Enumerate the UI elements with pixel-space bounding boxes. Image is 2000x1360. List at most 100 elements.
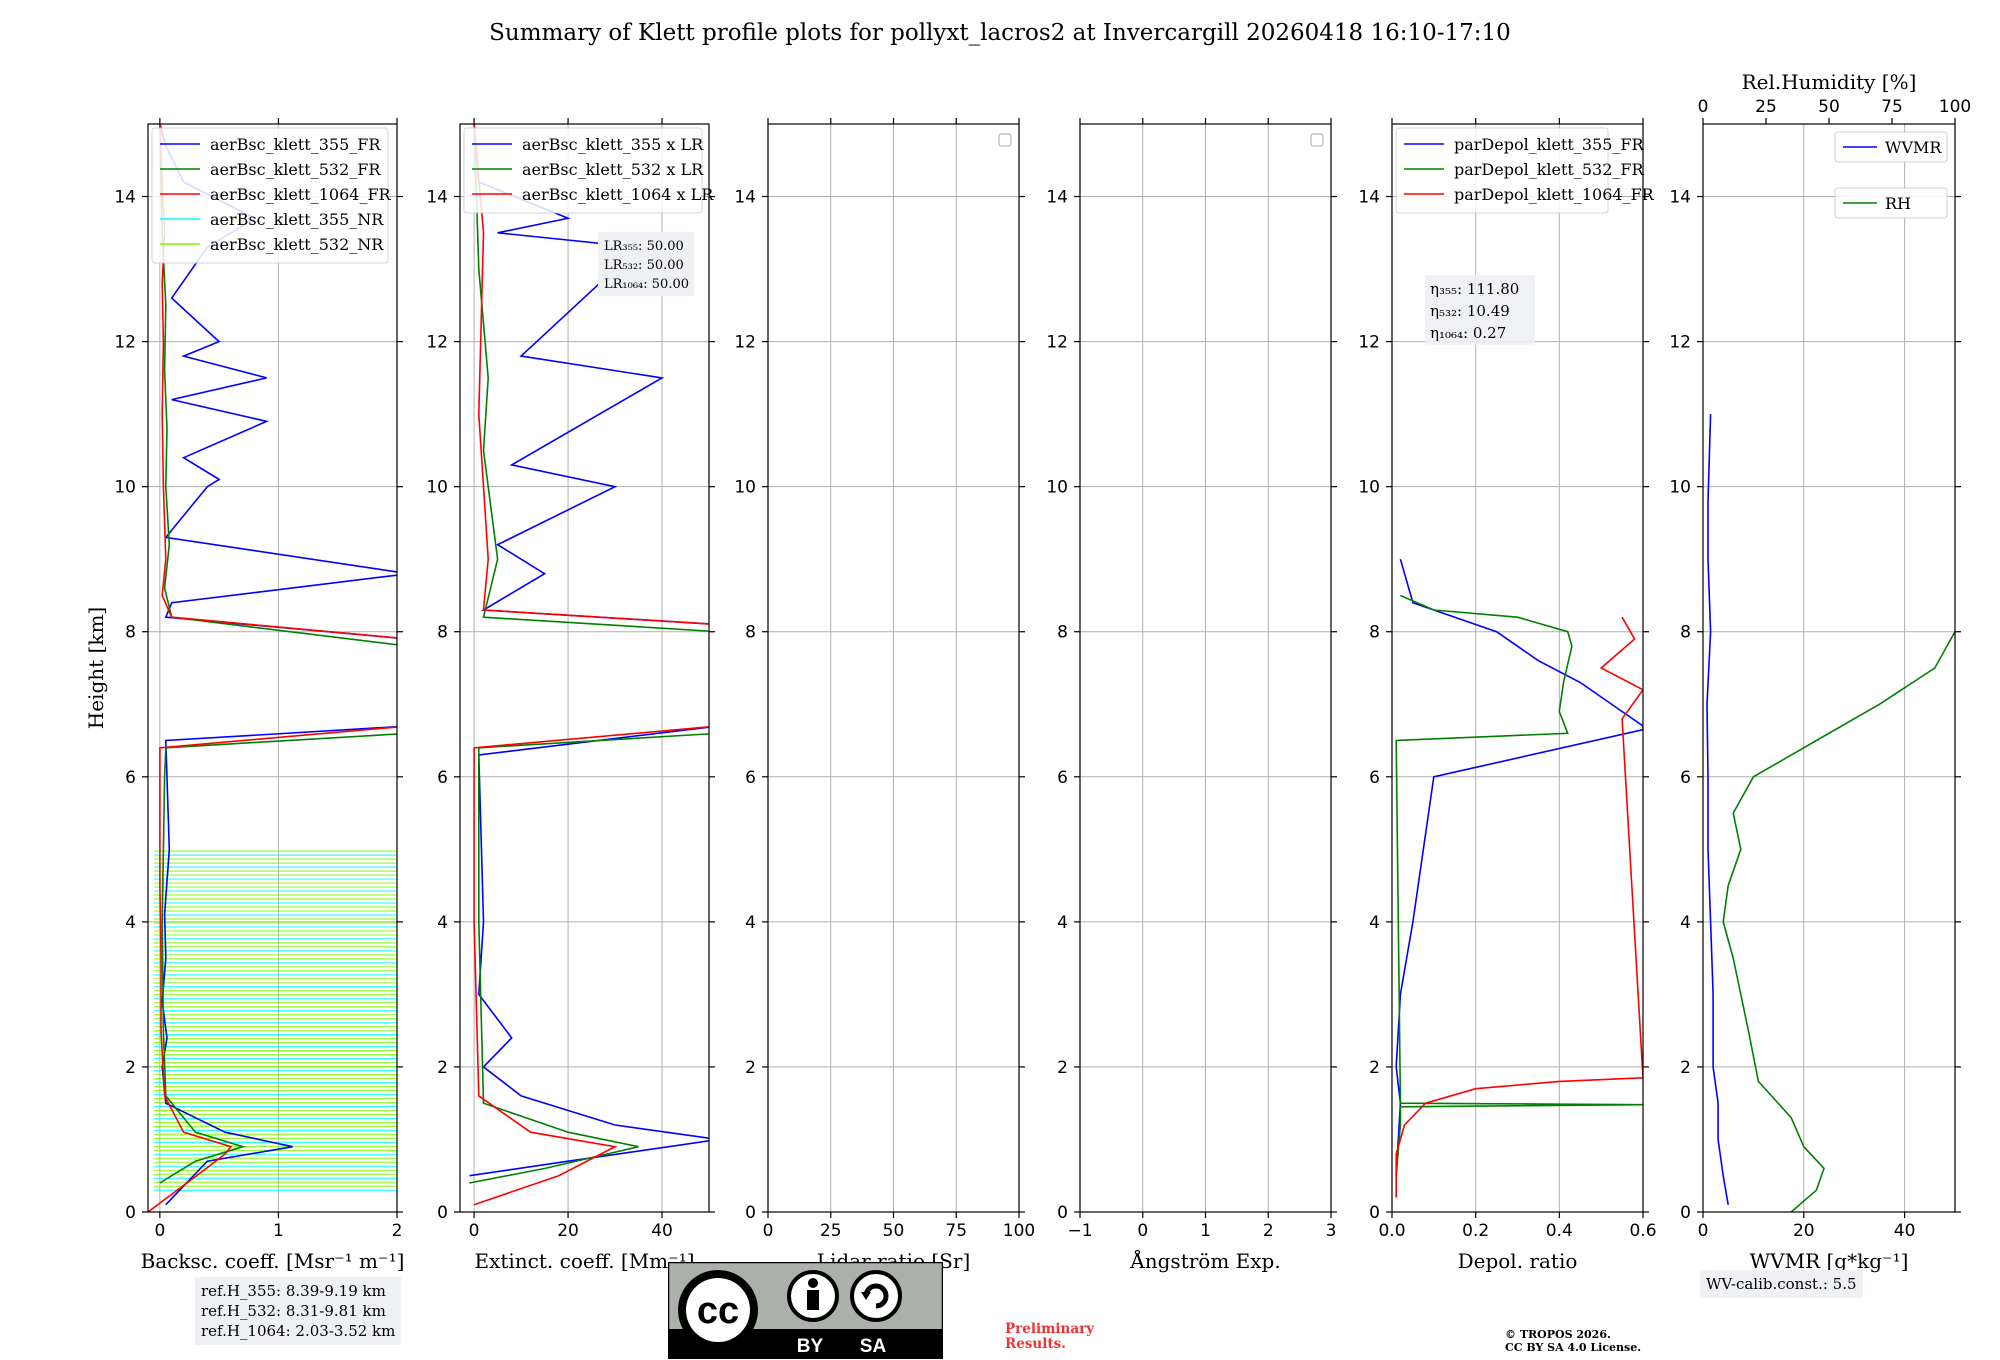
x-tick-label: 0 [1137, 1221, 1148, 1241]
legend-label: aerBsc_klett_355 x LR [522, 135, 704, 154]
y-tick-label: 14 [1358, 188, 1380, 208]
y-tick-label: 8 [1680, 623, 1691, 643]
x-tick-label: 3 [1326, 1221, 1337, 1241]
legend: parDepol_klett_355_FR parDepol_klett_532_… [1395, 127, 1655, 214]
y-tick-label: 2 [1680, 1058, 1691, 1078]
panel-depol: 0.0 0.2 0.4 0.6 0 2 4 6 8 10 12 14 Depol. ratio parDe… [1358, 118, 1657, 1273]
series-group [1706, 414, 1955, 1212]
x-tick-label: 50 [883, 1221, 905, 1241]
legend-label: parDepol_klett_532_FR [1454, 160, 1645, 179]
y-tick-label: 6 [437, 768, 448, 788]
y-tick-label: 2 [1369, 1058, 1380, 1078]
x-tick-label: −1 [1067, 1221, 1092, 1241]
legend-box [463, 127, 703, 214]
figure-title: Summary of Klett profile plots for polly… [489, 20, 1511, 46]
panel-extinction: 0 20 40 0 2 4 6 8 10 12 14 Extinct. coeff. [Mm⁻¹] ae… [426, 118, 715, 1273]
nr-hatch-lines [153, 850, 397, 1191]
wv-calib-box: WV-calib.const.: 5.5 [1700, 1270, 1863, 1298]
panel-wvmr: 0 20 40 0 25 50 75 100 Rel.Humidity [%] 0 2 4 6 8 10 12… [1669, 70, 1971, 1273]
x2-tick-label: 75 [1881, 97, 1903, 117]
eta-annotation-line: η₁₀₆₄: 0.27 [1430, 324, 1506, 342]
legend: aerBsc_klett_355 x LR aerBsc_klett_532 x … [463, 127, 714, 214]
y-tick-label: 4 [437, 913, 448, 933]
x-tick-label: 0 [469, 1221, 480, 1241]
y-tick-label: 0 [437, 1203, 448, 1223]
y-tick-label: 14 [426, 188, 448, 208]
x-tick-label: 20 [1793, 1221, 1815, 1241]
y-tick-label: 12 [1358, 333, 1380, 353]
sa-icon-arc [863, 1283, 889, 1309]
x2-tick-label: 50 [1818, 97, 1840, 117]
y-tick-label: 2 [745, 1058, 756, 1078]
y-tick-label: 2 [1057, 1058, 1068, 1078]
y-tick-label: 10 [734, 478, 756, 498]
legend-label: parDepol_klett_1064_FR [1454, 185, 1655, 204]
legend-label: aerBsc_klett_532 x LR [522, 160, 704, 179]
x-tick-label: 1 [1200, 1221, 1211, 1241]
series-group [148, 124, 397, 1212]
eta-annotation-box [1425, 275, 1535, 345]
y-tick-label: 2 [437, 1058, 448, 1078]
copyright-line-1: © TROPOS 2026. [1505, 1328, 1611, 1341]
y-tick-label: 6 [745, 768, 756, 788]
y-tick-label: 0 [745, 1203, 756, 1223]
y-tick-label: 0 [1369, 1203, 1380, 1223]
y-tick-label: 0 [1680, 1203, 1691, 1223]
eta-annotation: η₃₅₅: 111.80 η₅₃₂: 10.49 η₁₀₆₄: 0.27 [1425, 275, 1535, 345]
y-tick-label: 10 [1358, 478, 1380, 498]
legend-label: parDepol_klett_355_FR [1454, 135, 1645, 154]
axes-frame [1702, 123, 1956, 1213]
preliminary-line-1: Preliminary [1005, 1321, 1095, 1337]
legend-label: aerBsc_klett_355_NR [210, 210, 384, 229]
series-line-aerBsc_klett_1064_FR [148, 124, 397, 1212]
y-tick-label: 4 [1680, 913, 1691, 933]
empty-legend-box [998, 133, 1012, 147]
x-tick-label: 0 [763, 1221, 774, 1241]
y-tick-label: 6 [1057, 768, 1068, 788]
x-tick-label: 25 [820, 1221, 842, 1241]
wv-calib-const: WV-calib.const.: 5.5 [1706, 1275, 1857, 1293]
legend-box [1395, 127, 1609, 214]
y-tick-label: 0 [1057, 1203, 1068, 1223]
axes-frame [1391, 123, 1644, 1213]
series-line-aerBsc_klett_532 x LR [469, 124, 709, 1184]
legend-label: aerBsc_klett_1064 x LR [522, 185, 714, 204]
series-line-parDepol_klett_532_FR [1395, 594, 1643, 1176]
x-tick-label: 0 [154, 1221, 165, 1241]
copyright-line-2: CC BY SA 4.0 License. [1505, 1341, 1642, 1354]
y-tick-label: 8 [745, 623, 756, 643]
y-axis-label: Height [km] [84, 607, 108, 729]
y-tick-label: 14 [734, 188, 756, 208]
cc-by-sa-badge: cc BY SA [668, 1262, 943, 1359]
x-tick-label: 0 [1698, 1221, 1709, 1241]
lr-annotation: LR₃₅₅: 50.00 LR₅₃₂: 50.00 LR₁₀₆₄: 50.00 [598, 232, 694, 296]
x-tick-label: 0.2 [1462, 1221, 1489, 1241]
y-tick-label: 12 [426, 333, 448, 353]
x-tick-label: 0.6 [1629, 1221, 1656, 1241]
preliminary-line-2: Results. [1005, 1336, 1066, 1352]
x-tick-label: 75 [945, 1221, 967, 1241]
y-tick-label: 10 [114, 478, 136, 498]
y-tick-label: 8 [1057, 623, 1068, 643]
x-tick-label: 2 [392, 1221, 403, 1241]
ref-h-355: ref.H_355: 8.39-9.19 km [201, 1282, 386, 1300]
by-icon-body [807, 1290, 819, 1310]
y-tick-label: 10 [426, 478, 448, 498]
y-tick-label: 12 [734, 333, 756, 353]
y-tick-label: 10 [1046, 478, 1068, 498]
empty-legend-box [1310, 133, 1324, 147]
y-tick-label: 6 [1369, 768, 1380, 788]
y-tick-label: 12 [1669, 333, 1691, 353]
legend-label: WVMR [1885, 138, 1942, 157]
ref-h-1064: ref.H_1064: 2.03-3.52 km [201, 1322, 396, 1340]
x2-axis-label: Rel.Humidity [%] [1742, 70, 1917, 94]
y-tick-label: 4 [1369, 913, 1380, 933]
series-line-RH [1722, 631, 1955, 1212]
y-tick-label: 4 [1057, 913, 1068, 933]
preliminary-note: Preliminary Results. [1005, 1322, 1094, 1352]
y-tick-label: 10 [1669, 478, 1691, 498]
series-group [1395, 558, 1643, 1198]
